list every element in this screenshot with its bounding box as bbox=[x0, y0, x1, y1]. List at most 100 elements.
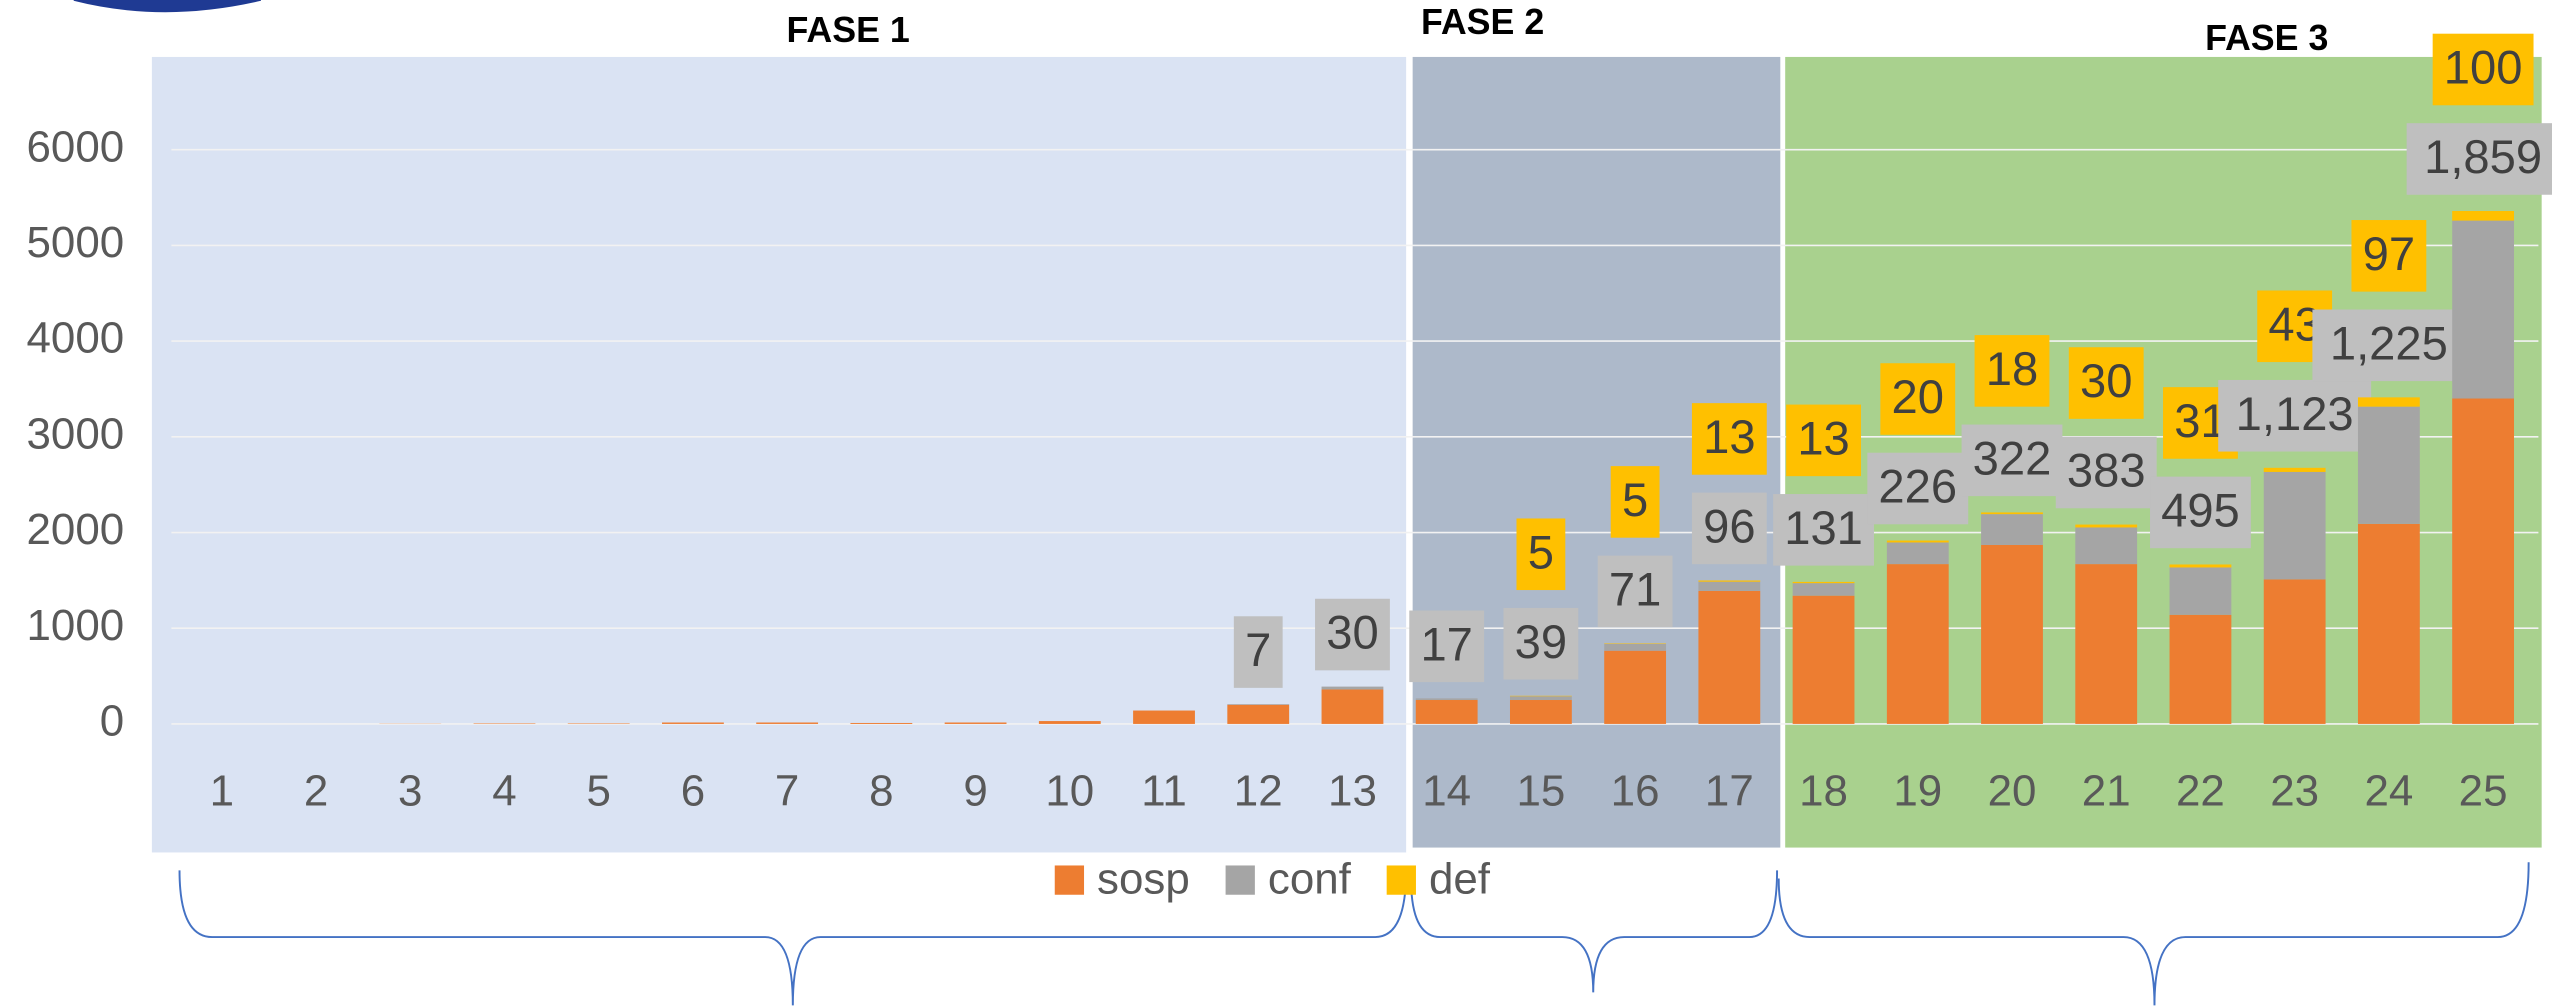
bar-segment bbox=[1604, 650, 1667, 724]
bar-segment bbox=[1698, 580, 1761, 582]
phase-region bbox=[151, 56, 1407, 853]
bar-segment bbox=[2075, 564, 2138, 724]
value-label: 1,859 bbox=[2424, 130, 2542, 183]
value-label-box bbox=[1691, 403, 1767, 475]
x-tick-label: 20 bbox=[1988, 766, 2037, 815]
x-tick-label: 9 bbox=[963, 766, 987, 815]
bar-segment bbox=[944, 722, 1007, 724]
bar-segment bbox=[2357, 406, 2420, 524]
legend-swatch bbox=[1054, 865, 1085, 895]
value-label-box bbox=[2150, 476, 2251, 549]
bar-segment bbox=[1321, 686, 1384, 690]
value-label: 383 bbox=[2067, 444, 2146, 497]
bar-segment bbox=[1886, 542, 1949, 565]
bar-segment bbox=[1415, 698, 1478, 701]
x-tick-label: 22 bbox=[2176, 766, 2225, 815]
bar-segment bbox=[1981, 544, 2043, 724]
value-label-box bbox=[1880, 363, 1956, 435]
value-label: 39 bbox=[1515, 615, 1567, 668]
bar-segment bbox=[1886, 540, 1949, 543]
legend-label: def bbox=[1429, 854, 1491, 903]
x-tick-label: 5 bbox=[586, 766, 610, 815]
bar-segment bbox=[2263, 579, 2326, 724]
bar-segment bbox=[2452, 220, 2515, 399]
value-label: 43 bbox=[2268, 297, 2320, 350]
bar-segment bbox=[1227, 704, 1290, 705]
value-label-box bbox=[1773, 494, 1874, 566]
x-tick-label: 13 bbox=[1328, 766, 1377, 815]
x-tick-label: 14 bbox=[1422, 766, 1471, 815]
value-label: 1,225 bbox=[2330, 316, 2448, 369]
x-tick-label: 21 bbox=[2082, 766, 2131, 815]
phase-title: FASE 3 bbox=[2205, 18, 2328, 58]
x-tick-label: 2 bbox=[304, 766, 328, 815]
bar-segment bbox=[1133, 710, 1195, 724]
bar-segment bbox=[662, 722, 724, 724]
value-label: 18 bbox=[1986, 342, 2038, 395]
bar-segment bbox=[1038, 721, 1101, 724]
bar-segment bbox=[1792, 595, 1855, 724]
bar-segment bbox=[2169, 564, 2232, 568]
bar-segment bbox=[2263, 471, 2326, 580]
value-label: 322 bbox=[1973, 431, 2052, 484]
bar-segment bbox=[1981, 514, 2043, 545]
bar-segment bbox=[1415, 700, 1478, 724]
value-label: 495 bbox=[2161, 484, 2240, 537]
bar-segment bbox=[1509, 700, 1572, 724]
value-label: 13 bbox=[1797, 411, 1849, 464]
value-label-box bbox=[2351, 220, 2427, 292]
y-tick-label: 5000 bbox=[27, 218, 125, 267]
value-label: 13 bbox=[1703, 410, 1755, 463]
bar-segment bbox=[2169, 567, 2232, 615]
value-label-box bbox=[1974, 335, 2050, 407]
value-label: 5 bbox=[1528, 525, 1554, 578]
logo-fragment bbox=[73, 0, 262, 13]
y-tick-label: 2000 bbox=[27, 505, 125, 554]
x-tick-label: 15 bbox=[1516, 766, 1565, 815]
bar-segment bbox=[1698, 581, 1761, 591]
value-label: 96 bbox=[1703, 499, 1755, 552]
x-tick-label: 11 bbox=[1141, 766, 1187, 815]
x-tick-label: 7 bbox=[775, 766, 799, 815]
bar-segment bbox=[1698, 590, 1761, 724]
bar-segment bbox=[2357, 397, 2420, 407]
value-label-box bbox=[1691, 492, 1767, 565]
phase-title: FASE 1 bbox=[787, 10, 910, 50]
bar-segment bbox=[2075, 524, 2138, 528]
bar-segment bbox=[2452, 398, 2515, 724]
value-label: 30 bbox=[1326, 606, 1378, 659]
y-tick-label: 6000 bbox=[27, 122, 125, 171]
bar-segment bbox=[2357, 523, 2420, 724]
bar-segment bbox=[1792, 583, 1855, 596]
bar-segment bbox=[850, 722, 913, 724]
legend-label: sosp bbox=[1097, 854, 1190, 903]
value-label: 5 bbox=[1622, 473, 1648, 526]
bar-segment bbox=[756, 722, 819, 724]
value-label: 97 bbox=[2363, 227, 2415, 280]
value-label-box bbox=[1409, 610, 1485, 683]
bar-segment bbox=[2169, 614, 2232, 724]
value-label: 30 bbox=[2080, 354, 2132, 407]
value-label: 17 bbox=[1420, 617, 1472, 670]
value-label: 100 bbox=[2444, 41, 2523, 94]
value-label: 71 bbox=[1609, 562, 1661, 615]
legend-label: conf bbox=[1268, 854, 1352, 903]
value-label: 31 bbox=[2174, 394, 2226, 447]
x-tick-label: 25 bbox=[2459, 766, 2508, 815]
bar-segment bbox=[1604, 643, 1667, 651]
value-label-box bbox=[1315, 598, 1390, 671]
bar-segment bbox=[1886, 564, 1949, 724]
value-label: 226 bbox=[1878, 460, 1957, 513]
value-label-box bbox=[1610, 466, 1660, 538]
braces bbox=[178, 862, 2530, 1006]
value-label: 7 bbox=[1245, 623, 1271, 676]
bar-segment bbox=[1321, 689, 1384, 724]
bar-segment bbox=[1792, 581, 1855, 584]
value-label-box bbox=[1516, 518, 1566, 591]
value-label-box bbox=[2312, 309, 2466, 382]
bar-segment bbox=[1981, 512, 2043, 515]
legend-swatch bbox=[1386, 865, 1416, 895]
value-label-box bbox=[1233, 616, 1283, 688]
value-label-box bbox=[1503, 607, 1579, 680]
